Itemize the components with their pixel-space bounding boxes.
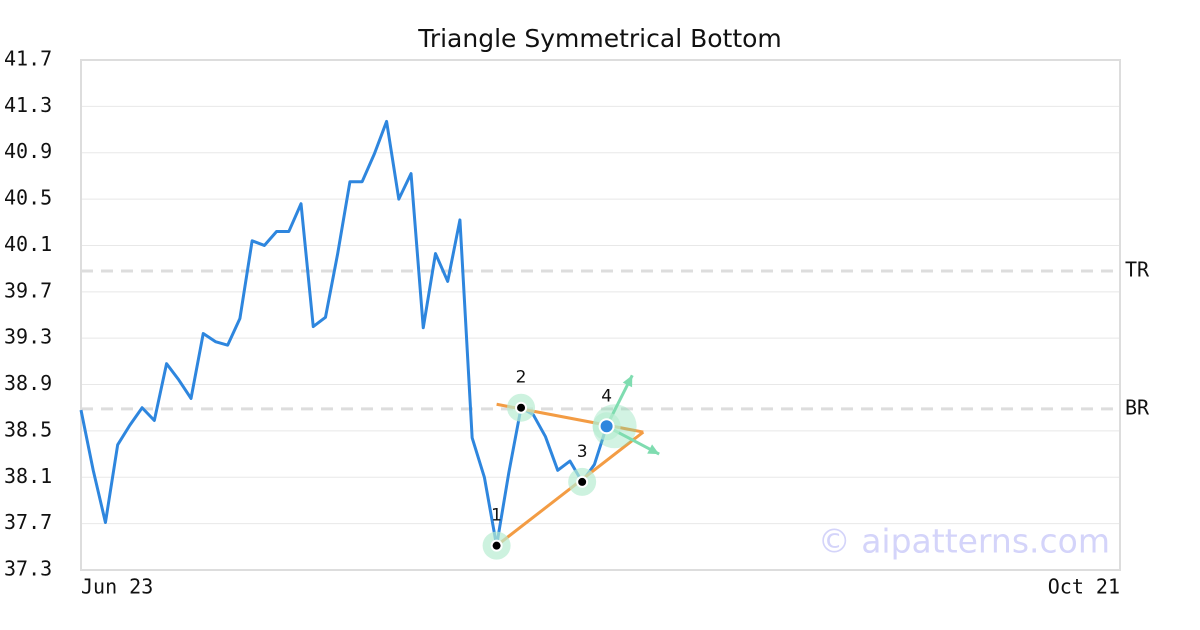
- y-tick-label: 41.3: [4, 93, 52, 117]
- y-tick-label: 37.7: [4, 510, 52, 534]
- y-tick-label: 40.5: [4, 186, 52, 210]
- y-tick-label: 38.9: [4, 371, 52, 395]
- plot-frame: [80, 59, 1121, 571]
- level-label: BR: [1125, 395, 1150, 419]
- price-line: [79, 119, 609, 548]
- y-tick-label: 38.1: [4, 464, 52, 488]
- chart-title: Triangle Symmetrical Bottom: [417, 24, 782, 53]
- watermark: © aipatterns.com: [818, 522, 1110, 561]
- y-tick-label: 40.1: [4, 232, 52, 256]
- y-tick-label: 39.3: [4, 325, 52, 349]
- y-tick-label: 41.7: [4, 47, 52, 71]
- y-tick-label: 38.5: [4, 417, 52, 441]
- pattern-point: [515, 401, 528, 414]
- point-label: 4: [601, 386, 612, 406]
- y-tick-label: 37.3: [4, 557, 52, 581]
- pattern-point: [576, 475, 589, 488]
- pattern-line: [495, 430, 645, 547]
- y-tick-label: 40.9: [4, 139, 52, 163]
- pattern-point: [490, 539, 503, 552]
- y-tick-label: 39.7: [4, 278, 52, 302]
- arrow-head: [622, 375, 633, 388]
- x-tick-label: Jun 23: [81, 575, 153, 599]
- point-label: 2: [516, 368, 527, 388]
- point-label: 3: [577, 442, 588, 462]
- arrow-head: [647, 444, 660, 455]
- level-label: TR: [1125, 257, 1150, 281]
- point-label: 1: [491, 506, 502, 526]
- x-tick-label: Oct 21: [1048, 575, 1120, 599]
- pattern-point: [598, 418, 615, 435]
